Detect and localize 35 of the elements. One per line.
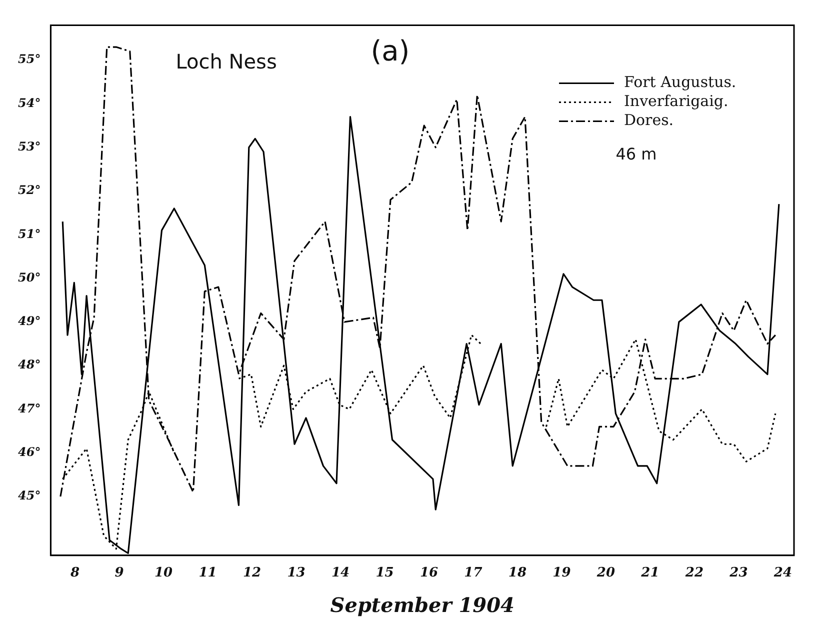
annotation: (a) bbox=[370, 34, 410, 68]
x-tick-label: 15 bbox=[376, 566, 394, 581]
x-tick-label: 9 bbox=[114, 566, 124, 581]
y-tick-label: 52° bbox=[18, 183, 41, 198]
x-tick-label: 14 bbox=[331, 566, 350, 581]
y-tick-label: 45° bbox=[18, 488, 41, 503]
y-tick-label: 46° bbox=[18, 444, 41, 459]
x-tick-label: 18 bbox=[508, 566, 527, 581]
x-tick-label: 21 bbox=[640, 566, 660, 581]
y-tick-label: 51° bbox=[18, 226, 41, 241]
y-tick-label: 50° bbox=[18, 270, 41, 284]
x-tick-label: 19 bbox=[552, 566, 571, 581]
x-tick-label: 22 bbox=[684, 566, 704, 581]
y-tick-label: 47° bbox=[18, 401, 41, 416]
legend-label: Fort Augustus. bbox=[624, 73, 736, 92]
x-tick-label: 10 bbox=[154, 566, 173, 581]
x-tick-label: 16 bbox=[420, 566, 438, 581]
annotation: 46 m bbox=[616, 144, 657, 164]
legend-label: Inverfarigaig. bbox=[624, 92, 728, 110]
y-tick-label: 53° bbox=[18, 140, 41, 154]
text: Loch Ness bbox=[176, 49, 277, 74]
x-tick-label: 8 bbox=[70, 566, 80, 581]
y-tick-label: 48° bbox=[18, 358, 41, 372]
x-axis-title: September 1904 bbox=[330, 593, 514, 618]
x-tick-label: 24 bbox=[772, 566, 792, 581]
y-tick-label: 54° bbox=[18, 96, 41, 110]
legend-label: Dores. bbox=[624, 111, 674, 130]
x-tick-label: 23 bbox=[728, 566, 748, 581]
y-tick-label: 49° bbox=[18, 314, 41, 328]
x-tick-label: 11 bbox=[198, 566, 217, 581]
x-tick-label: 13 bbox=[287, 566, 306, 581]
y-tick-label: 55° bbox=[18, 52, 41, 66]
x-tick-label: 17 bbox=[464, 566, 482, 581]
x-tick-label: 12 bbox=[242, 566, 262, 581]
x-tick-label: 20 bbox=[596, 566, 616, 581]
